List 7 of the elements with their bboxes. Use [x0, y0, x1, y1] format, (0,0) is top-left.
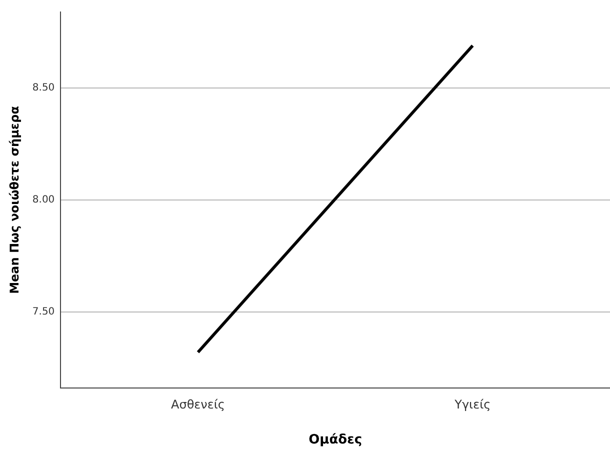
y-tick-label: 8.50	[32, 82, 55, 94]
x-tick-label: Υγιείς	[454, 397, 491, 412]
y-tick-label: 7.50	[32, 306, 55, 318]
y-axis-title: Mean Πως νοιώθετε σήμερα	[7, 106, 22, 294]
x-axis-title: Ομάδες	[308, 432, 362, 448]
x-tick-label: Ασθενείς	[171, 397, 225, 412]
y-tick-label: 8.00	[32, 194, 55, 206]
